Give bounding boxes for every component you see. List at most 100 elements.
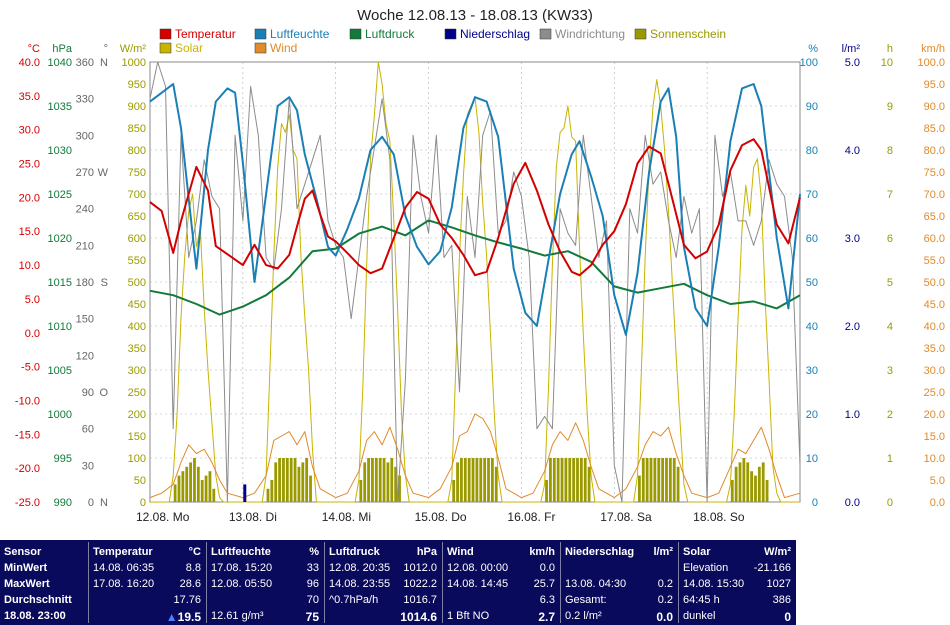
solar-unit: W/m² bbox=[764, 546, 791, 558]
hum-unit: % bbox=[309, 546, 319, 558]
axis-tick-label: 15.0 bbox=[924, 431, 945, 443]
solar-column: Solar W/m² Elevation -21.166 14.08. 15:30 1… bbox=[678, 542, 795, 624]
axis-tick-label: 50.0 bbox=[924, 277, 945, 289]
axis-tick-label: 45.0 bbox=[924, 299, 945, 311]
legend-label: Sonnenschein bbox=[650, 27, 726, 41]
temp-avg: 17.76 bbox=[173, 594, 201, 606]
grid bbox=[149, 61, 801, 503]
axis-tick-label: 240 bbox=[76, 204, 94, 216]
hum-abs: 12.61 g/m³ bbox=[211, 610, 264, 622]
hum-min: 33 bbox=[306, 562, 319, 574]
sunshine-bar bbox=[293, 458, 297, 502]
axis-tick-label: 6 bbox=[887, 233, 893, 245]
min-label: MinWert bbox=[4, 562, 48, 574]
sunshine-bar bbox=[278, 458, 281, 502]
axis-tick-label: 0.0 bbox=[25, 328, 40, 340]
axis-tick-label: 1005 bbox=[48, 365, 72, 377]
axis-tick-label: 0 bbox=[887, 497, 893, 509]
sunshine-bar bbox=[564, 458, 568, 502]
sunshine-bar bbox=[475, 458, 479, 502]
series-luftdruck bbox=[149, 219, 801, 316]
rain-header: Niederschlag bbox=[565, 546, 635, 558]
axis-tick-label: 10.0 bbox=[19, 260, 40, 272]
axis-tick-label: 360 bbox=[76, 57, 94, 69]
rain-current: 0.0 bbox=[656, 610, 673, 624]
axis-tick-label: 9 bbox=[887, 101, 893, 113]
axis-tick-label: 1030 bbox=[48, 145, 72, 157]
sunshine-bar bbox=[568, 458, 572, 502]
axis-tick-label: 20.0 bbox=[19, 192, 40, 204]
axis-tick-label: 950 bbox=[128, 79, 146, 91]
solar-header: Solar bbox=[683, 546, 711, 558]
weather-chart: Woche 12.08.13 - 18.08.13 (KW33) Tempera… bbox=[15, 7, 945, 524]
rain-unit: l/m² bbox=[653, 546, 673, 558]
sunshine-bar bbox=[185, 466, 189, 502]
humidity-column: Luftfeuchte% 17.08. 15:20 33 12.08. 05:50… bbox=[206, 542, 323, 624]
temp-max: 28.6 bbox=[179, 578, 201, 590]
axis-tick-label: 3 bbox=[887, 365, 893, 377]
series-wind bbox=[149, 413, 801, 499]
legend-label: Temperatur bbox=[175, 27, 236, 41]
sunshine-bar bbox=[270, 480, 274, 502]
axis-tick-label: 650 bbox=[128, 211, 146, 223]
sunshine-bar bbox=[204, 475, 208, 502]
pressure-column: Luftdruck hPa 12.08. 20:35 1012.0 14.08. 2… bbox=[324, 542, 441, 624]
axis-tick-label: 35.0 bbox=[19, 91, 40, 103]
press-max-time: 14.08. 23:55 bbox=[329, 578, 391, 590]
axis-tick-label: 30.0 bbox=[19, 125, 40, 137]
sunshine-bar bbox=[181, 471, 185, 502]
rain-total-label: Gesamt: bbox=[565, 594, 607, 606]
axis-tick-label: 1 bbox=[887, 453, 893, 465]
axis-tick-label: 350 bbox=[128, 343, 146, 355]
sunshine-bar bbox=[196, 466, 200, 502]
x-tick-label: 12.08. Mo bbox=[136, 510, 190, 524]
axis-tick-label: 70 bbox=[806, 189, 818, 201]
sunshine-bar bbox=[765, 480, 769, 502]
sensor-column: Sensor MinWert MaxWert Durchschnitt 18.0… bbox=[0, 542, 86, 623]
sunshine-bar bbox=[467, 458, 471, 502]
sunshine-bar bbox=[761, 462, 765, 502]
temp-unit: °C bbox=[188, 546, 201, 558]
sunshine-bar bbox=[285, 458, 289, 502]
hum-current: 75 bbox=[305, 610, 319, 624]
sunshine-bar bbox=[556, 458, 560, 502]
wind-column: Wind km/h 12.08. 00:00 0.0 14.08. 14:45 25.… bbox=[442, 542, 559, 624]
sunshine-bar bbox=[552, 458, 556, 502]
axis-tick-label: -15.0 bbox=[15, 429, 40, 441]
series-windrichtung bbox=[149, 61, 801, 503]
axis-tick-label: 90.0 bbox=[924, 101, 945, 113]
sunshine-bar bbox=[297, 466, 301, 502]
axis-tick-label: 5.0 bbox=[845, 57, 860, 69]
solar-state: dunkel bbox=[683, 610, 716, 622]
sunshine-bar bbox=[266, 488, 270, 502]
solar-elev-label: Elevation bbox=[683, 562, 729, 574]
axis-tick-label: 20 bbox=[806, 409, 818, 421]
axis-tick-label: 2.0 bbox=[845, 321, 860, 333]
axis-tick-label: 20.0 bbox=[924, 409, 945, 421]
axis-tick-label: 30 bbox=[82, 460, 94, 472]
sunshine-bar bbox=[382, 458, 386, 502]
axis-unit: W/m² bbox=[120, 43, 147, 55]
axis-tick-label: 30 bbox=[806, 365, 818, 377]
series-luftfeuchte bbox=[149, 83, 801, 336]
press-header: Luftdruck bbox=[329, 546, 380, 558]
hum-header: Luftfeuchte bbox=[211, 546, 271, 558]
sunshine-bar bbox=[374, 458, 378, 502]
axis-tick-label: 50 bbox=[134, 475, 146, 487]
axis-tick-label: 600 bbox=[128, 233, 146, 245]
max-label: MaxWert bbox=[4, 578, 50, 590]
sunshine-bar bbox=[672, 458, 676, 502]
sunshine-bar bbox=[579, 458, 583, 502]
legend-label: Wind bbox=[270, 41, 297, 55]
axis-tick-label: 60 bbox=[82, 424, 94, 436]
axis-tick-label: 50 bbox=[806, 277, 818, 289]
axis-tick-label: 65.0 bbox=[924, 211, 945, 223]
axis-tick-label: 270 bbox=[76, 167, 94, 179]
axis-tick-label: 1010 bbox=[48, 321, 72, 333]
sunshine-bar bbox=[289, 458, 293, 502]
axis-tick-label: 7 bbox=[887, 189, 893, 201]
axis-tick-label: 85.0 bbox=[924, 123, 945, 135]
sunshine-bar bbox=[471, 458, 475, 502]
hum-max-time: 12.08. 05:50 bbox=[211, 578, 273, 590]
axis-tick-label: 180 bbox=[76, 277, 94, 289]
